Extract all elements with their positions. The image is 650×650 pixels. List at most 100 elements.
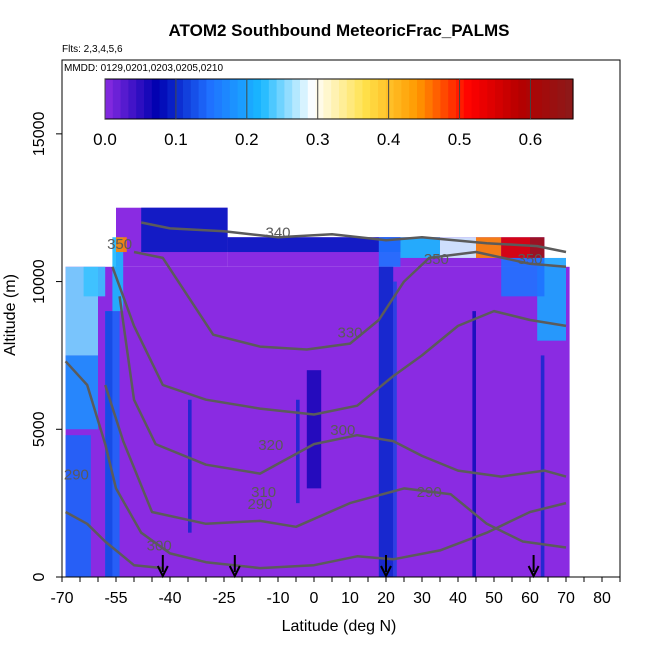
colorbar-segment xyxy=(167,79,176,119)
heatmap-cell xyxy=(112,237,124,312)
colorbar-segment xyxy=(151,79,161,119)
y-tick-label: 0 xyxy=(31,572,48,581)
contour-line xyxy=(64,360,567,570)
x-tick-label: 70 xyxy=(557,590,575,607)
colorbar-tick-label: 0.1 xyxy=(164,130,188,149)
colorbar-segment xyxy=(393,79,402,119)
colorbar-segment xyxy=(159,79,168,119)
colorbar-segment xyxy=(284,79,293,119)
colorbar-segment xyxy=(190,79,200,119)
heatmap xyxy=(65,207,570,577)
x-tick-label: 30 xyxy=(413,590,431,607)
heatmap-cell xyxy=(378,266,394,577)
colorbar-segment xyxy=(253,79,262,119)
colorbar-segment xyxy=(331,79,340,119)
flight-marker-head xyxy=(228,565,241,579)
heatmap-streak xyxy=(540,355,545,577)
colorbar-segment xyxy=(237,79,246,119)
contour-line xyxy=(111,266,567,416)
x-tick-label: -70 xyxy=(50,590,73,607)
heatmap-cell xyxy=(65,435,91,577)
colorbar-segment xyxy=(128,79,137,119)
colorbar-segment xyxy=(432,79,441,119)
colorbar-segment xyxy=(292,79,301,119)
heatmap-cell xyxy=(227,237,401,253)
colorbar-segment xyxy=(229,79,239,119)
contour-label: 300 xyxy=(330,422,355,439)
x-tick-label: -40 xyxy=(158,590,181,607)
colorbar-segment xyxy=(300,79,309,119)
colorbar-tick-label: 0.0 xyxy=(93,130,117,149)
colorbar-tick-label: 0.4 xyxy=(377,130,401,149)
colorbar-segment xyxy=(268,79,278,119)
contour-labels: 290 290 290 300 300 310 320 330 340 350 350 350 xyxy=(64,224,543,554)
colorbar-segment xyxy=(198,79,207,119)
colorbar-segment xyxy=(565,79,574,119)
colorbar-segment xyxy=(463,79,473,119)
colorbar-segment xyxy=(144,79,153,119)
colorbar-ticks: 0.0 0.1 0.2 0.3 0.4 0.5 0.6 xyxy=(93,79,542,149)
x-tick-label: 40 xyxy=(449,590,467,607)
colorbar-segment xyxy=(183,79,192,119)
chart-subtitle-dates: MMDD: 0129,0201,0203,0205,0210 xyxy=(64,63,223,74)
contour-label: 290 xyxy=(247,496,272,513)
heatmap-cell xyxy=(83,266,106,297)
colorbar-segment xyxy=(354,79,363,119)
contour-label: 350 xyxy=(424,251,449,268)
colorbar-segment xyxy=(120,79,129,119)
colorbar-tick-label: 0.2 xyxy=(235,130,259,149)
colorbar-segment xyxy=(346,79,356,119)
colorbar-segment xyxy=(534,79,543,119)
colorbar-segment xyxy=(495,79,504,119)
x-tick-label: 10 xyxy=(341,590,359,607)
colorbar-segment xyxy=(136,79,145,119)
heatmap-cell xyxy=(306,370,322,489)
flight-marker-head xyxy=(380,565,392,579)
plot-frame xyxy=(61,59,621,578)
colorbar-segment xyxy=(105,79,114,119)
contour-label: 290 xyxy=(64,467,89,484)
colorbar-segment xyxy=(276,79,285,119)
contour-label: 350 xyxy=(517,251,542,268)
colorbar-segment xyxy=(362,79,371,119)
heatmap-streak xyxy=(105,311,113,577)
colorbar-segment xyxy=(479,79,488,119)
x-tick-label: -10 xyxy=(266,590,289,607)
heatmap-streak xyxy=(296,399,300,504)
colorbar-segment xyxy=(385,79,395,119)
colorbar-segment xyxy=(409,79,418,119)
colorbar-segment xyxy=(378,79,387,119)
colorbar-tick-label: 0.6 xyxy=(519,130,543,149)
contour-label: 330 xyxy=(337,325,362,342)
contour-label: 290 xyxy=(417,484,442,501)
colorbar-segment xyxy=(339,79,348,119)
y-tick-label: 10000 xyxy=(31,259,48,304)
contour-line xyxy=(140,221,567,254)
colorbar-segment xyxy=(541,79,551,119)
colorbar-segment xyxy=(448,79,457,119)
y-axis: 0 5000 10000 15000 xyxy=(31,112,62,581)
colorbar-segment xyxy=(518,79,527,119)
colorbar-segment xyxy=(315,79,324,119)
y-tick-label: 5000 xyxy=(31,411,48,447)
x-tick-label: 50 xyxy=(485,590,503,607)
colorbar-segment xyxy=(487,79,496,119)
heatmap-cell xyxy=(501,237,530,258)
colorbar-segment xyxy=(456,79,465,119)
heatmap-cell xyxy=(116,237,127,253)
flight-marker-head xyxy=(156,565,169,579)
x-axis-label: Latitude (deg N) xyxy=(282,618,397,635)
x-tick-label: 0 xyxy=(310,590,319,607)
colorbar-segment xyxy=(206,79,215,119)
contour-label: 350 xyxy=(107,236,132,253)
colorbar-segment xyxy=(417,79,426,119)
y-axis-label: Altitude (m) xyxy=(2,274,19,356)
x-tick-label: 80 xyxy=(593,590,611,607)
colorbar-segment xyxy=(222,79,231,119)
contour-lines xyxy=(64,221,567,570)
contour-label: 320 xyxy=(258,437,283,454)
heatmap-streak xyxy=(188,399,192,533)
colorbar-segment xyxy=(401,79,410,119)
colorbar-segment xyxy=(370,79,379,119)
